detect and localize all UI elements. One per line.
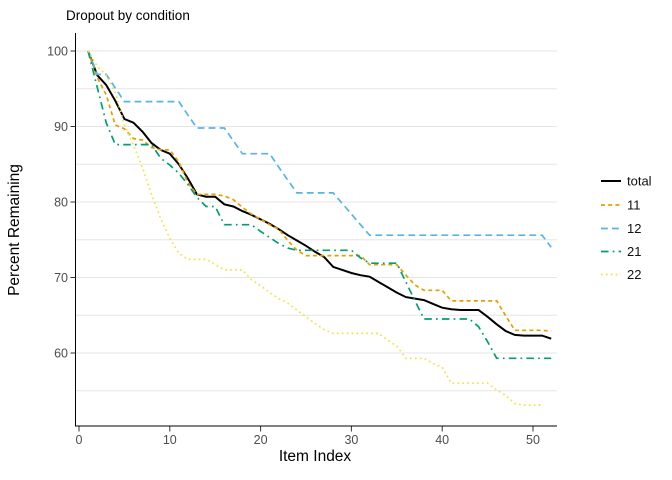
y-tick-label: 80 <box>54 195 68 209</box>
series-line-11 <box>87 50 552 332</box>
plot-series <box>87 50 552 406</box>
gridlines <box>75 50 557 392</box>
x-tick-label: 50 <box>526 433 540 447</box>
axis-lines <box>75 33 557 427</box>
x-axis-title: Item Index <box>279 448 352 465</box>
y-tick-label: 60 <box>54 346 68 360</box>
legend-label-11: 11 <box>627 198 641 213</box>
axes: 0 10 20 30 40 50 60 70 80 90 100 <box>47 33 557 447</box>
x-tick-label: 40 <box>435 433 449 447</box>
legend-label-total: total <box>627 174 652 189</box>
series-line-total <box>87 50 552 340</box>
legend-label-22: 22 <box>627 267 641 282</box>
legend-label-21: 21 <box>627 244 641 259</box>
y-tick-label: 90 <box>54 120 68 134</box>
series-line-12 <box>87 50 552 248</box>
y-tick-label: 100 <box>47 44 68 58</box>
chart-title: Dropout by condition <box>66 8 190 23</box>
legend: total 11 12 21 22 <box>601 174 652 282</box>
y-tick-label: 70 <box>54 271 68 285</box>
x-tick-label: 10 <box>163 433 177 447</box>
x-tick-label: 0 <box>76 433 83 447</box>
x-tick-label: 30 <box>344 433 358 447</box>
series-line-22 <box>87 50 543 406</box>
x-tick-label: 20 <box>254 433 268 447</box>
y-axis-title: Percent Remaining <box>6 164 23 296</box>
legend-label-12: 12 <box>627 221 641 236</box>
